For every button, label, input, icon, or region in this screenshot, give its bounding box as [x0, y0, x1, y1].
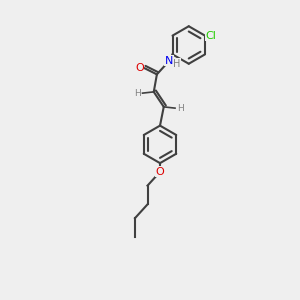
Text: H: H — [177, 103, 183, 112]
Text: N: N — [165, 56, 173, 66]
Text: H: H — [173, 59, 181, 69]
Text: O: O — [135, 63, 144, 73]
Text: Cl: Cl — [206, 31, 217, 40]
Text: H: H — [134, 88, 141, 98]
Text: O: O — [156, 167, 164, 177]
